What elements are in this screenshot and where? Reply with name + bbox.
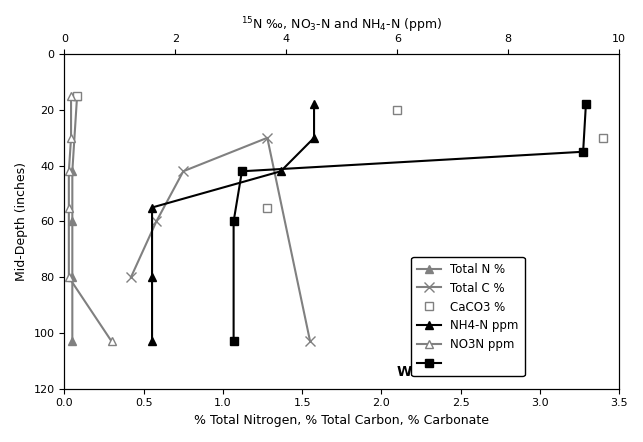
Legend: Total N %, Total C %, CaCO3 %, NH4-N ppm, NO3N ppm, : Total N %, Total C %, CaCO3 %, NH4-N ppm… bbox=[412, 257, 525, 376]
X-axis label: % Total Nitrogen, % Total Carbon, % Carbonate: % Total Nitrogen, % Total Carbon, % Carb… bbox=[194, 414, 489, 427]
Y-axis label: Mid-Depth (inches): Mid-Depth (inches) bbox=[15, 162, 28, 281]
Text: Well C-31: Well C-31 bbox=[397, 365, 471, 379]
X-axis label: $^{15}$N ‰, NO$_3$-N and NH$_4$-N (ppm): $^{15}$N ‰, NO$_3$-N and NH$_4$-N (ppm) bbox=[241, 15, 442, 34]
